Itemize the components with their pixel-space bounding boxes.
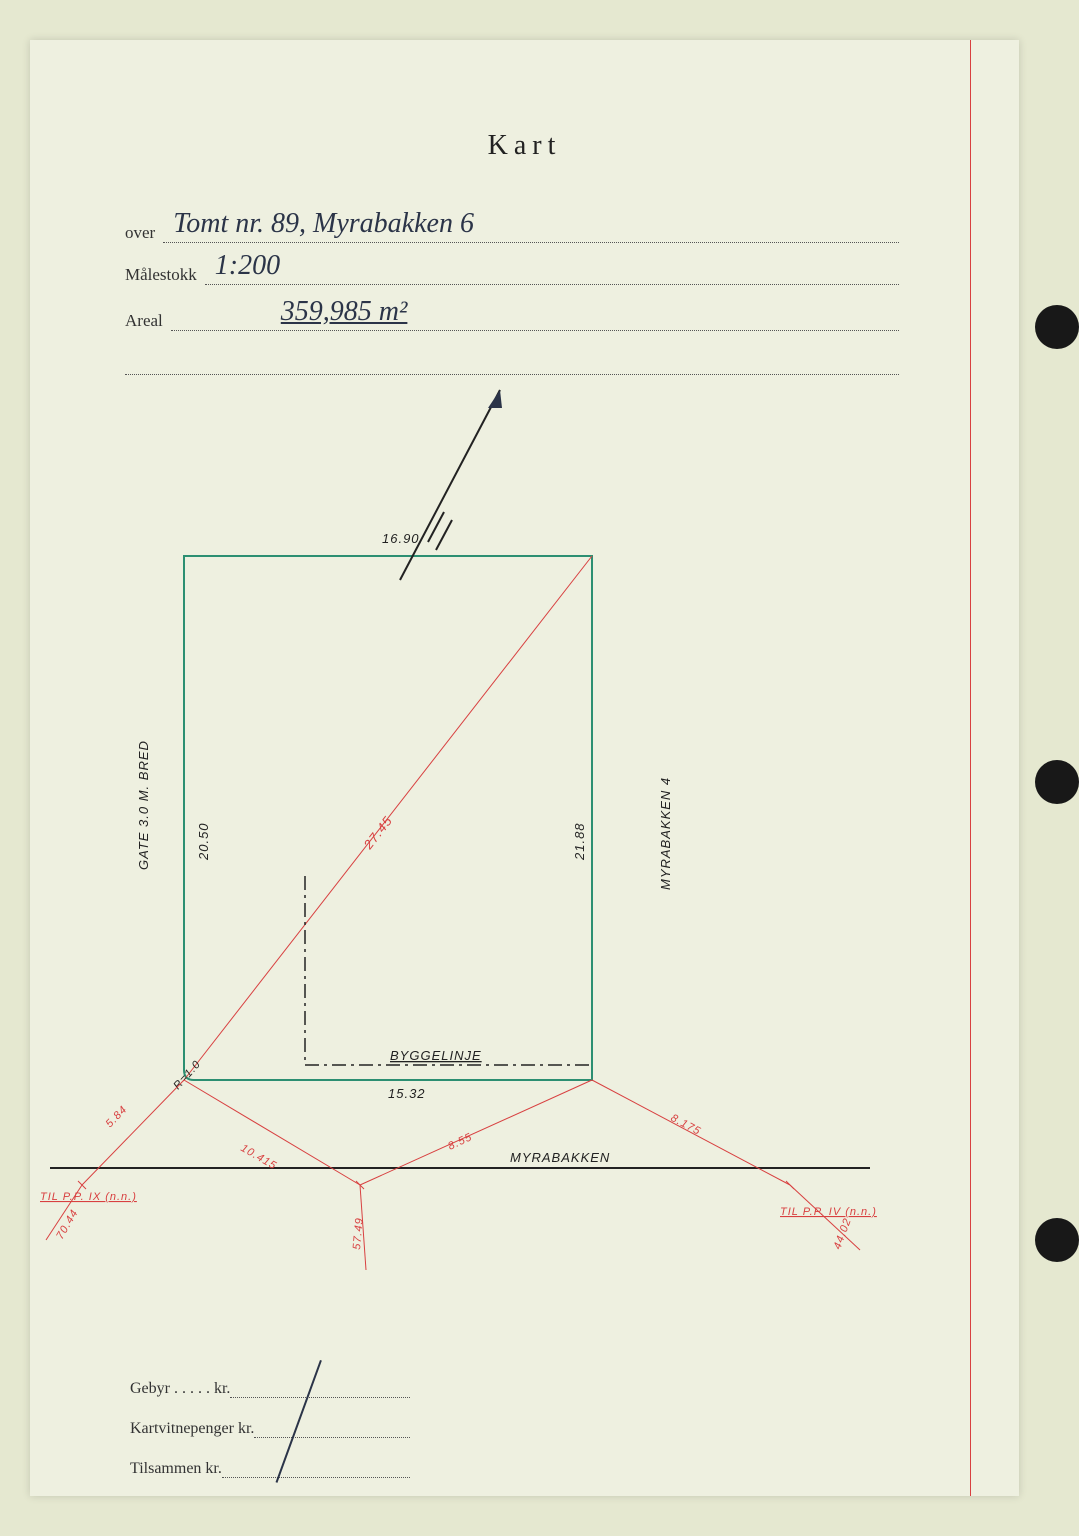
byggelinje-line <box>305 876 592 1065</box>
label-total: Tilsammen kr. <box>130 1460 222 1478</box>
sv-2: 8.55 <box>446 1131 474 1153</box>
punch-hole-icon <box>1035 305 1079 349</box>
ref-right: TIL P.P. IV (n.n.) <box>780 1206 877 1218</box>
sv-4: 70.44 <box>54 1207 81 1241</box>
sv-3: 8.175 <box>669 1112 703 1138</box>
sv-0: 5.84 <box>104 1103 130 1130</box>
footer-witness: Kartvitnepenger kr. <box>130 1420 410 1438</box>
north-arrow-icon <box>400 390 502 580</box>
ref-left: TIL P.P. IX (n.n.) <box>40 1191 137 1203</box>
label-witness: Kartvitnepenger kr. <box>130 1420 254 1438</box>
footer-fee: Gebyr . . . . . kr. <box>130 1380 410 1398</box>
dim-left: 20.50 <box>196 822 211 861</box>
bottom-street-label: MYRABAKKEN <box>510 1150 610 1165</box>
survey-map: 16.90 15.32 20.50 21.88 27.45 R=1.0 BYGG… <box>30 40 1030 1300</box>
byggelinje-label: BYGGELINJE <box>390 1048 482 1063</box>
dim-right: 21.88 <box>572 822 587 861</box>
punch-hole-icon <box>1035 1218 1079 1262</box>
sv-6: 44.02 <box>832 1216 854 1251</box>
page: Kart over Tomt nr. 89, Myrabakken 6 Måle… <box>30 40 1019 1496</box>
left-street-label: GATE 3.0 M. BRED <box>136 740 151 870</box>
right-street-label: MYRABAKKEN 4 <box>658 777 673 890</box>
footer-total: Tilsammen kr. <box>130 1460 410 1478</box>
dim-bottom: 15.32 <box>388 1086 426 1101</box>
label-fee: Gebyr . . . . . kr. <box>130 1380 230 1398</box>
dim-diag: 27.45 <box>360 813 396 853</box>
corner-radius: R=1.0 <box>171 1058 203 1092</box>
punch-hole-icon <box>1035 760 1079 804</box>
survey-lines <box>46 1080 860 1270</box>
dim-top: 16.90 <box>382 531 420 546</box>
sv-5: 57.49 <box>351 1217 366 1250</box>
